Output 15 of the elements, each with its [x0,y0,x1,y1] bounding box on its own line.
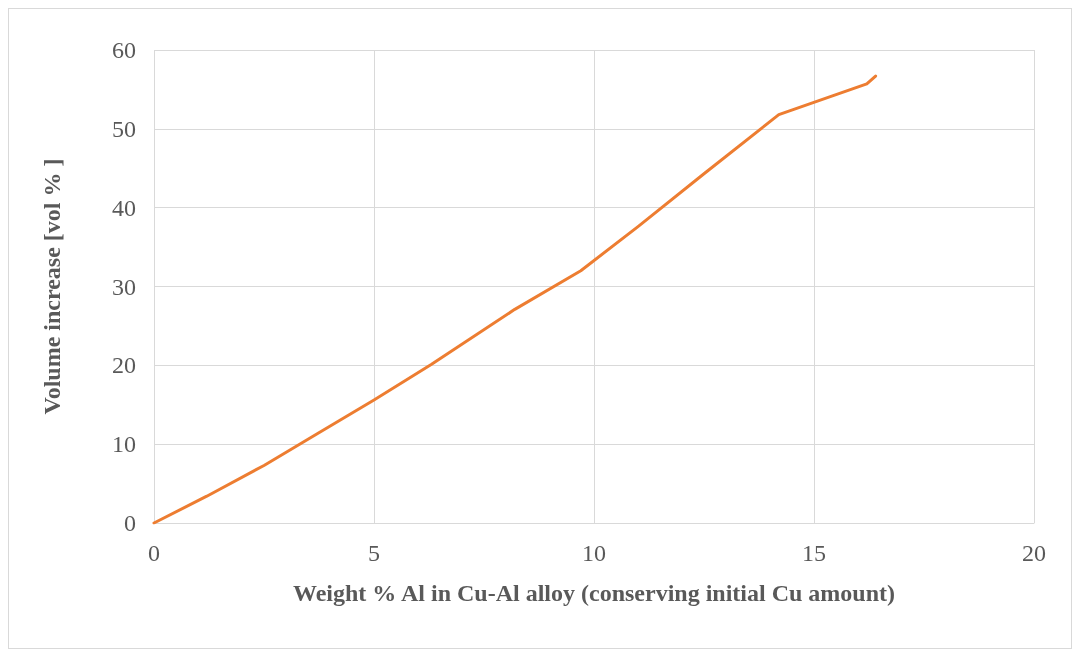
x-tick-label: 0 [148,540,160,566]
x-tick-label: 20 [1022,540,1046,566]
y-tick-label: 50 [112,115,136,142]
x-tick-label: 15 [802,540,826,566]
y-tick-label: 0 [124,510,136,536]
x-axis-title: Weight % Al in Cu-Al alloy (conserving initial Cu amount) [292,580,896,606]
y-axis-title: Volume increase [vol % ] [39,158,65,415]
y-tick-label: 60 [112,37,136,63]
line-series [152,74,878,525]
x-tick-label: 5 [368,540,380,566]
y-tick-label: 10 [112,431,136,458]
y-tick-label: 30 [112,273,136,300]
y-tick-label: 20 [112,352,136,379]
y-tick-label: 40 [112,194,136,221]
x-tick-label: 10 [582,540,606,566]
